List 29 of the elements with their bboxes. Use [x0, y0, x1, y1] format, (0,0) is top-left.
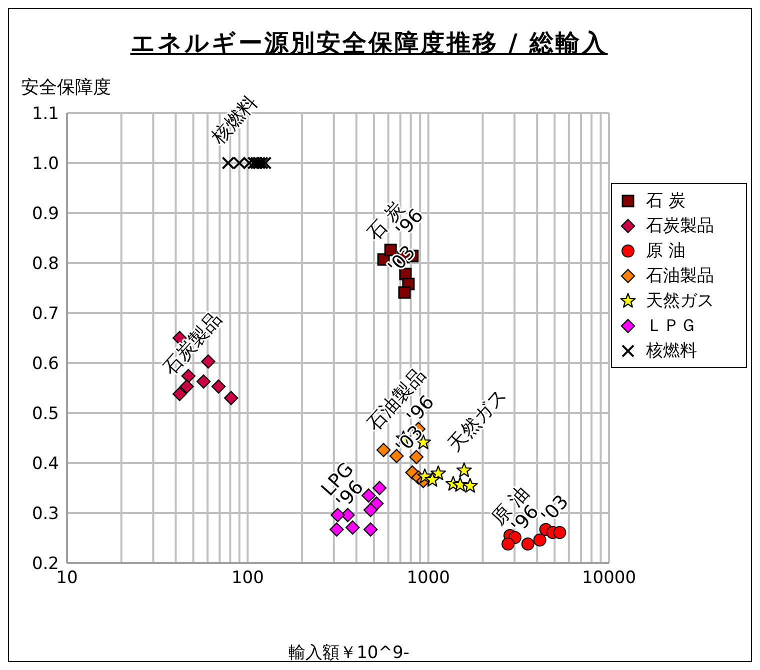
x-tick-label: 10000 — [582, 568, 636, 588]
legend-label: 石油製品 — [646, 265, 714, 287]
y-tick-label: 0.4 — [32, 454, 59, 474]
legend-label: ＬＰＧ — [646, 315, 697, 337]
x-axis-title: 輸入額￥10^9- — [288, 642, 410, 664]
y-tick-label: 0.9 — [32, 204, 59, 224]
y-tick-label: 0.6 — [32, 354, 59, 374]
y-tick-label: 0.3 — [32, 504, 59, 524]
legend-label: 石炭製品 — [646, 215, 714, 237]
y-tick-label: 0.2 — [32, 554, 59, 574]
chart-title: エネルギー源別安全保障度推移 / 総輸入 — [129, 28, 609, 59]
annotation: '03 — [537, 490, 574, 528]
legend-label: 核燃料 — [646, 340, 697, 362]
y-tick-label: 1.1 — [32, 104, 59, 124]
annotation: 石炭製品 — [158, 308, 226, 380]
x-tick-label: 10 — [56, 568, 78, 588]
y-tick-label: 0.8 — [32, 254, 59, 274]
y-tick-label: 0.5 — [32, 404, 59, 424]
x-tick-label: 100 — [231, 568, 264, 588]
annotation: 天然ガス — [443, 384, 511, 456]
y-tick-label: 0.7 — [32, 304, 59, 324]
legend-label: 天然ガス — [646, 290, 714, 312]
legend-label: 原 油 — [646, 240, 686, 262]
annotation: '03 — [392, 421, 428, 458]
x-tick-label: 1000 — [406, 568, 450, 588]
y-axis-title: 安全保障度 — [21, 76, 111, 99]
annotation: 核燃料 — [206, 91, 262, 150]
y-tick-label: 1.0 — [32, 154, 59, 174]
legend-label: 石 炭 — [646, 190, 686, 212]
